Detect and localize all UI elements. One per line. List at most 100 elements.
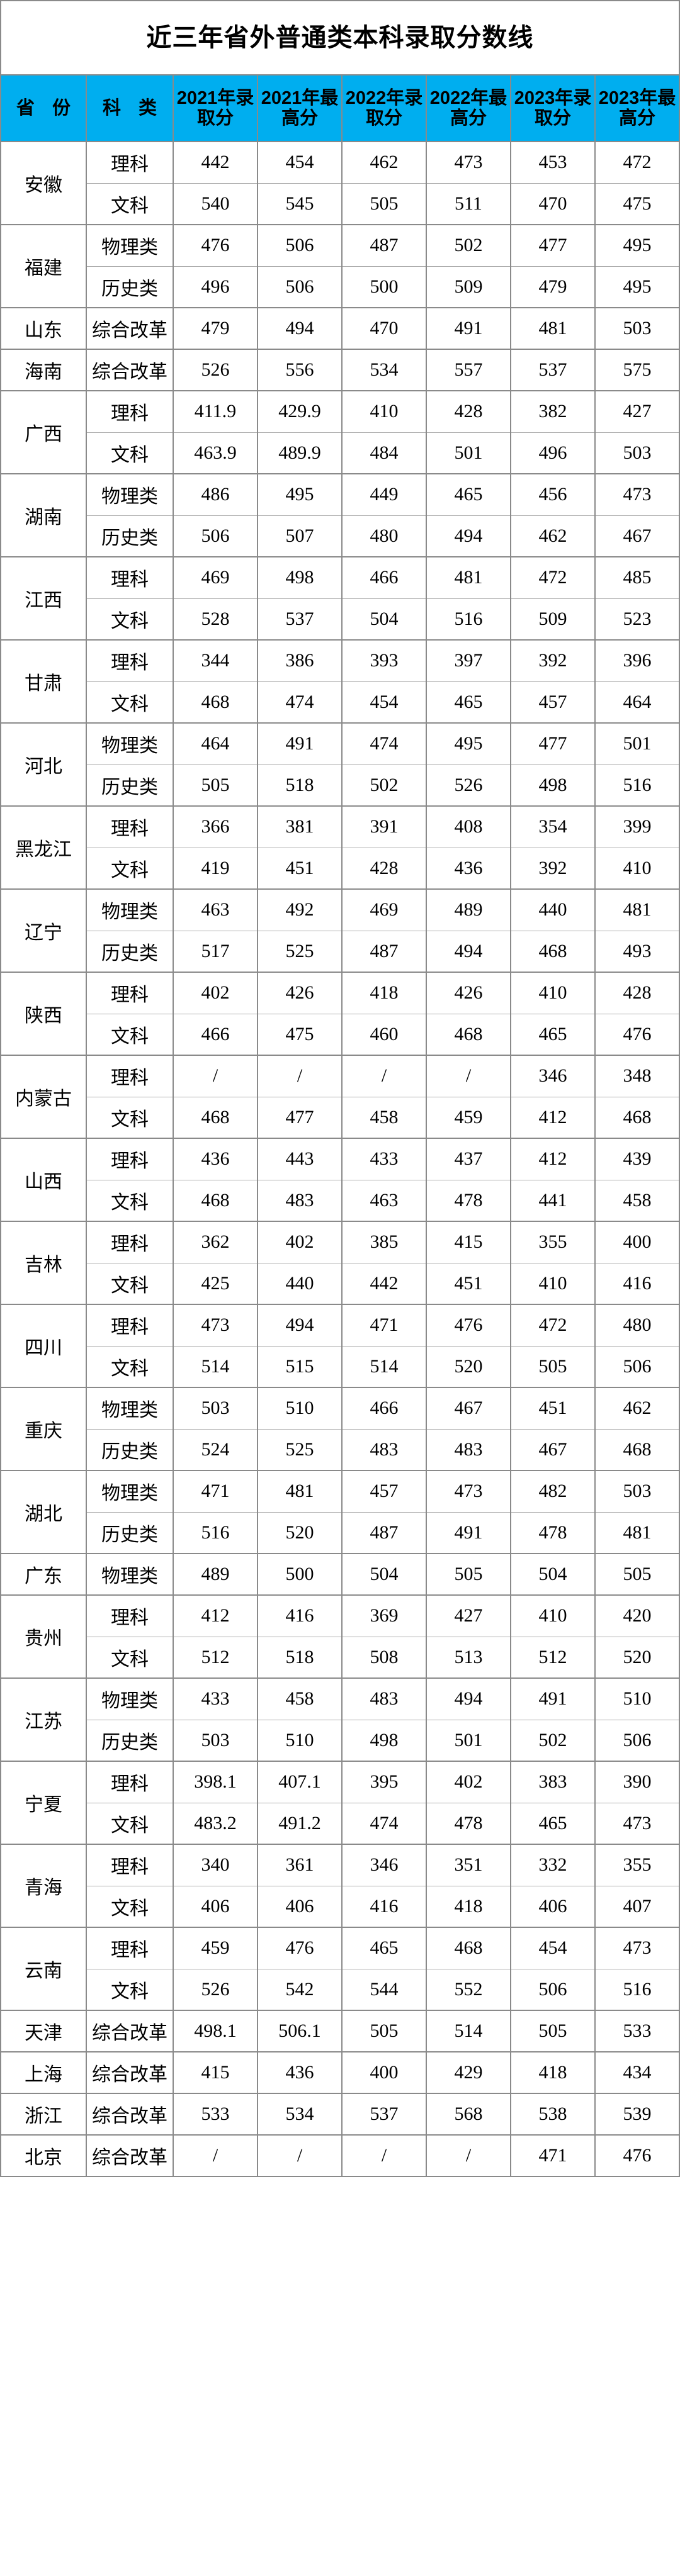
- no-data-slash: /: [212, 2145, 218, 2166]
- table-row: 文科 526 542 544 552 506 516: [1, 1968, 680, 2011]
- province-cell: 贵州: [0, 1594, 87, 1679]
- score-cell: 479: [510, 266, 596, 308]
- score-cell: 514: [341, 1345, 427, 1388]
- score-cell: 463: [173, 888, 258, 931]
- score-cell: 498.1: [173, 2010, 258, 2052]
- score-cell: 468: [173, 1096, 258, 1139]
- score-cell: 473: [594, 1802, 680, 1845]
- score-cell: 509: [510, 598, 596, 641]
- score-cell: 426: [426, 972, 511, 1014]
- score-cell: 494: [257, 1304, 343, 1347]
- category-cell: 文科: [86, 432, 174, 474]
- score-cell: 410: [510, 972, 596, 1014]
- province-cell: 陕西: [0, 972, 87, 1056]
- score-cell: 491: [426, 1511, 511, 1554]
- score-cell: 486: [173, 473, 258, 516]
- table-row: 历史类 503 510 498 501 502 506: [1, 1719, 680, 1762]
- score-cell: 434: [594, 2051, 680, 2094]
- table-row: 广东 物理类 489 500 504 505 504 505: [0, 1553, 680, 1596]
- table-row: 文科 483.2 491.2 474 478 465 473: [1, 1802, 680, 1845]
- category-cell: 历史类: [86, 764, 174, 807]
- column-header-2021-max: 2021年最高分: [257, 74, 343, 142]
- score-cell: 496: [173, 266, 258, 308]
- score-cell: 517: [173, 930, 258, 973]
- score-cell: 476: [173, 224, 258, 267]
- score-cell: 348: [594, 1055, 680, 1097]
- province-cell: 湖南: [0, 473, 87, 557]
- province-cell: 宁夏: [0, 1761, 87, 1845]
- score-cell: 506: [510, 1968, 596, 2011]
- category-cell: 综合改革: [86, 2134, 174, 2177]
- score-cell: 412: [510, 1096, 596, 1139]
- score-cell: 400: [341, 2051, 427, 2094]
- table-row: 文科 540 545 505 511 470 475: [1, 182, 680, 225]
- score-cell: 494: [426, 1677, 511, 1720]
- column-header-2023-max: 2023年最高分: [594, 74, 680, 142]
- score-cell: 487: [341, 930, 427, 973]
- category-cell: 理科: [86, 1138, 174, 1180]
- score-cell: 399: [594, 805, 680, 848]
- table-row: 文科 466 475 460 468 465 476: [1, 1013, 680, 1056]
- score-cell: 491: [510, 1677, 596, 1720]
- score-cell: 462: [510, 515, 596, 557]
- score-cell: 451: [510, 1387, 596, 1430]
- score-cell: 481: [594, 888, 680, 931]
- score-cell: 425: [173, 1262, 258, 1305]
- score-cell: 534: [257, 2093, 343, 2136]
- score-cell: 463.9: [173, 432, 258, 474]
- score-cell: 390: [594, 1761, 680, 1803]
- score-cell: 386: [257, 639, 343, 682]
- table-row: 内蒙古 理科 / / / / 346 348: [0, 1055, 680, 1139]
- score-cell: 510: [257, 1719, 343, 1762]
- score-cell: 406: [173, 1885, 258, 1928]
- score-cell: 540: [173, 182, 258, 225]
- score-cell: 495: [426, 722, 511, 765]
- score-cell: 476: [594, 1013, 680, 1056]
- score-cell: 498: [341, 1719, 427, 1762]
- category-cell: 综合改革: [86, 2051, 174, 2094]
- score-cell: 440: [510, 888, 596, 931]
- table-body: 安徽 理科 442 454 462 473 453 472 文科 540 545 505 511 470 4…: [0, 141, 680, 2177]
- title-band: 近三年省外普通类本科录取分数线: [0, 0, 680, 74]
- score-cell: 494: [426, 930, 511, 973]
- province-cell: 黑龙江: [0, 805, 87, 890]
- table-row: 安徽 理科 442 454 462 473 453 472: [0, 141, 680, 225]
- category-cell: 物理类: [86, 1553, 174, 1596]
- category-cell: 历史类: [86, 266, 174, 308]
- score-cell: 508: [341, 1636, 427, 1679]
- score-cell: 466: [173, 1013, 258, 1056]
- score-cell: 428: [426, 390, 511, 433]
- score-cell: 397: [426, 639, 511, 682]
- score-cell: 436: [257, 2051, 343, 2094]
- score-cell: 410: [341, 390, 427, 433]
- score-cell: /: [426, 1055, 511, 1097]
- score-cell: 441: [510, 1179, 596, 1222]
- score-cell: 410: [594, 847, 680, 890]
- score-cell: 382: [510, 390, 596, 433]
- score-cell: 400: [594, 1221, 680, 1263]
- category-cell: 历史类: [86, 930, 174, 973]
- table-row: 历史类 524 525 483 483 467 468: [1, 1428, 680, 1471]
- score-cell: 505: [594, 1553, 680, 1596]
- score-cell: 504: [510, 1553, 596, 1596]
- header-row: 省 份 科 类 2021年录取分 2021年最高分 2022年录取分 2022年…: [0, 74, 680, 142]
- score-cell: 458: [594, 1179, 680, 1222]
- score-cell: 476: [257, 1927, 343, 1969]
- province-cell: 重庆: [0, 1387, 87, 1471]
- score-cell: 501: [594, 722, 680, 765]
- score-cell: 516: [426, 598, 511, 641]
- score-cell: 503: [594, 1470, 680, 1513]
- score-cell: 512: [173, 1636, 258, 1679]
- score-cell: 381: [257, 805, 343, 848]
- column-header-category: 科 类: [86, 74, 174, 142]
- score-cell: 406: [257, 1885, 343, 1928]
- score-cell: 495: [257, 473, 343, 516]
- score-cell: 476: [594, 2134, 680, 2177]
- score-cell: 407.1: [257, 1761, 343, 1803]
- table-row: 甘肃 理科 344 386 393 397 392 396: [0, 639, 680, 724]
- score-cell: 503: [173, 1387, 258, 1430]
- score-cell: 511: [426, 182, 511, 225]
- table-row: 广西 理科 411.9 429.9 410 428 382 427: [0, 390, 680, 474]
- province-cell: 海南: [0, 349, 87, 391]
- score-cell: 557: [426, 349, 511, 391]
